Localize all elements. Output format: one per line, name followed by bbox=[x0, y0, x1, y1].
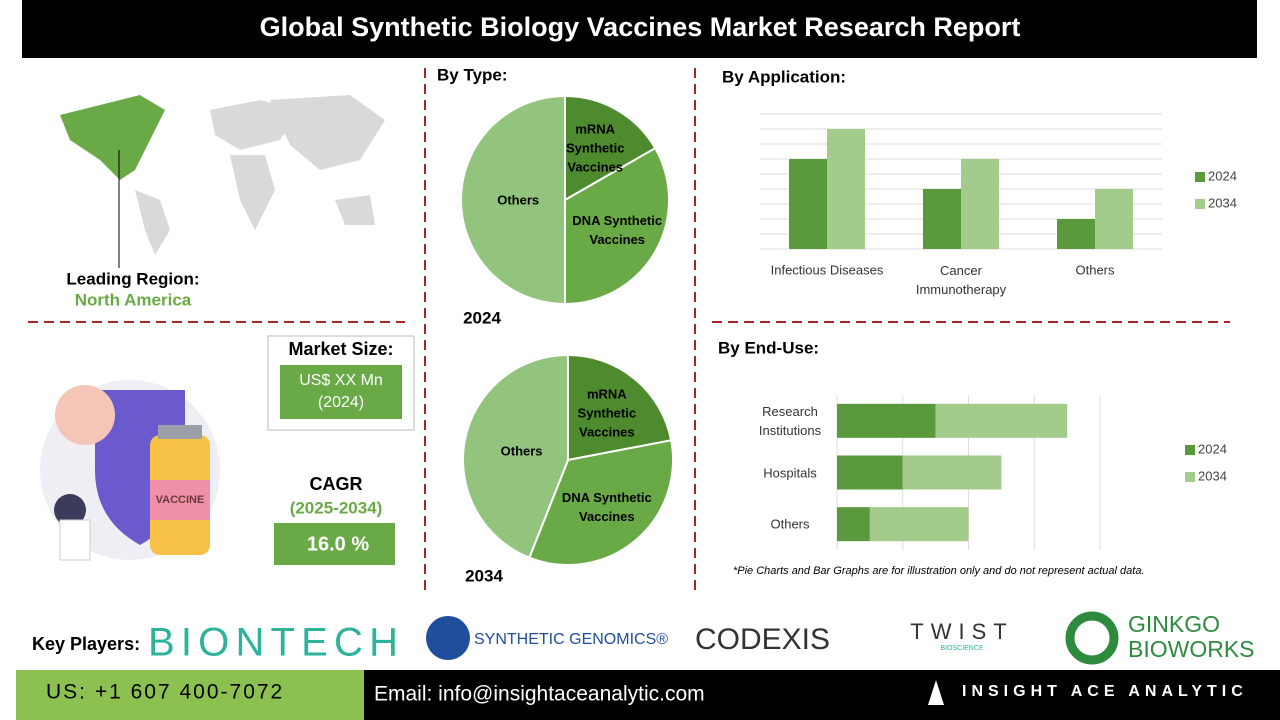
footer-bg bbox=[364, 670, 1280, 720]
region-label: Leading Region: bbox=[66, 269, 199, 288]
note: *Pie Charts and Bar Graphs are for illus… bbox=[733, 565, 1145, 577]
header-bar bbox=[22, 0, 1257, 58]
legend-swatch bbox=[1195, 172, 1205, 182]
logo-icon bbox=[426, 616, 470, 660]
bar bbox=[837, 403, 936, 438]
chart-subtitle: 2024 bbox=[463, 308, 501, 327]
legend-label: 2034 bbox=[1198, 468, 1227, 483]
bar bbox=[789, 159, 827, 249]
pie-slice bbox=[564, 146, 670, 306]
pie-slice bbox=[564, 94, 657, 202]
legend-swatch bbox=[1195, 199, 1205, 209]
bar bbox=[961, 159, 999, 249]
bar bbox=[827, 129, 865, 249]
chart-subtitle: 2034 bbox=[465, 566, 503, 585]
pie-slice bbox=[567, 353, 673, 462]
slice-label: Others bbox=[500, 443, 543, 459]
slice-label: Others bbox=[497, 192, 540, 208]
slice-label: mRNA Synthetic Vaccines bbox=[565, 121, 625, 175]
player-logo: SYNTHETIC GENOMICS® bbox=[474, 631, 668, 648]
email: Email: info@insightaceanalytic.com bbox=[374, 683, 705, 706]
y-tick-label: Others bbox=[770, 516, 810, 532]
chart-title: By Type: bbox=[437, 65, 508, 84]
player-logo: TWIST bbox=[910, 619, 1013, 644]
bar bbox=[935, 403, 1068, 438]
bar bbox=[837, 507, 870, 542]
legend-swatch bbox=[1185, 472, 1195, 482]
legend-label: 2034 bbox=[1208, 195, 1237, 210]
world-map bbox=[60, 95, 385, 255]
cagr-label: CAGR bbox=[310, 474, 363, 494]
cagr-box bbox=[274, 523, 395, 565]
pie-slice bbox=[460, 94, 566, 306]
bar bbox=[869, 507, 969, 542]
slice-label: DNA Synthetic Vaccines bbox=[561, 489, 652, 524]
player-logo: BIOWORKS bbox=[1128, 636, 1255, 662]
phone: US: +1 607 400-7072 bbox=[46, 681, 284, 704]
player-logo: GINKGO bbox=[1128, 611, 1220, 637]
region-value: North America bbox=[75, 290, 192, 309]
chart-title: By Application: bbox=[722, 67, 846, 86]
market-label: Market Size: bbox=[288, 339, 393, 359]
x-tick-label: Cancer Immunotherapy bbox=[915, 263, 1007, 297]
separators bbox=[28, 68, 1230, 590]
vaccine-illustration: VACCINE bbox=[40, 380, 220, 561]
market-value: US$ XX Mn (2024) bbox=[299, 372, 383, 411]
bar bbox=[837, 455, 903, 490]
svg-text:VACCINE: VACCINE bbox=[156, 494, 205, 506]
logo-icon bbox=[1065, 611, 1119, 665]
player-logo: CODEXIS bbox=[695, 623, 830, 656]
bar bbox=[902, 455, 1002, 490]
bar bbox=[923, 189, 961, 249]
pie-slice bbox=[462, 353, 569, 559]
y-tick-label: Hospitals bbox=[763, 465, 817, 480]
market-value-box bbox=[280, 365, 402, 419]
x-tick-label: Others bbox=[1075, 262, 1115, 278]
legend-swatch bbox=[1185, 445, 1195, 455]
bar bbox=[1095, 189, 1133, 249]
player-logo: BIOSCIENCE bbox=[940, 645, 984, 652]
key-players-label: Key Players: bbox=[32, 634, 140, 654]
slice-label: DNA Synthetic Vaccines bbox=[572, 213, 663, 248]
title: Global Synthetic Biology Vaccines Market… bbox=[260, 12, 1021, 42]
cagr-period: (2025-2034) bbox=[290, 498, 383, 517]
player-logo: BIONTECH bbox=[148, 621, 398, 665]
brand-icon bbox=[928, 680, 944, 705]
footer-phone-bg bbox=[16, 670, 364, 720]
slice-label: mRNA Synthetic Vaccines bbox=[577, 386, 637, 440]
legend-label: 2024 bbox=[1208, 168, 1237, 183]
y-tick-label: Research Institutions bbox=[758, 403, 822, 438]
cagr-value: 16.0 % bbox=[307, 533, 369, 555]
legend-label: 2024 bbox=[1198, 441, 1227, 456]
x-tick-label: Infectious Diseases bbox=[770, 262, 884, 278]
pie-slice bbox=[528, 439, 674, 566]
bar bbox=[1057, 219, 1095, 249]
chart-title: By End-Use: bbox=[718, 338, 819, 357]
brand: INSIGHT ACE ANALYTIC bbox=[962, 683, 1248, 700]
